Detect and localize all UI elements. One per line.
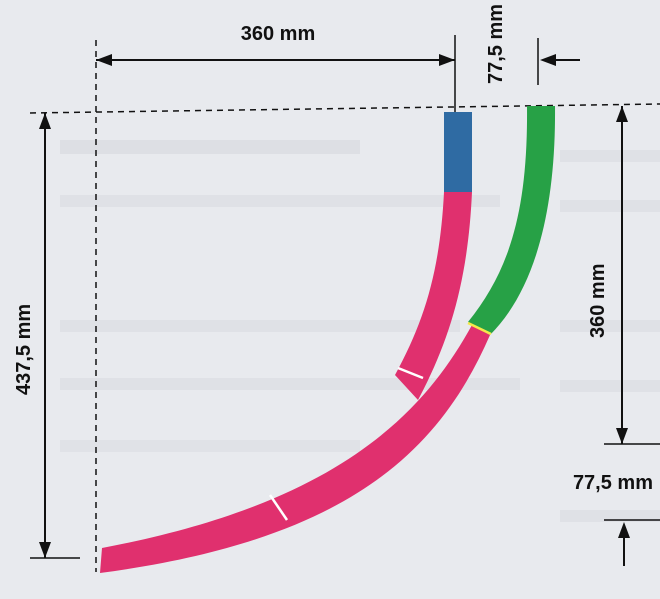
pink-track-outer — [100, 325, 490, 573]
pink-track-inner — [395, 192, 472, 400]
dimension-top-gap: 77,5 mm — [485, 4, 580, 85]
label-top-width: 360 mm — [241, 23, 316, 45]
label-top-gap: 77,5 mm — [485, 4, 507, 84]
dimension-top-width: 360 mm — [96, 23, 456, 112]
dimension-right-height: 360 mm — [587, 106, 660, 445]
label-left-height: 437,5 mm — [13, 304, 35, 395]
joint-lower — [268, 494, 289, 521]
green-track — [468, 106, 556, 335]
label-right-gap: 77,5 mm — [573, 472, 653, 494]
horizontal-reference-line — [29, 103, 660, 114]
background-texture — [60, 140, 660, 522]
joint-mid-inner — [397, 366, 424, 380]
blue-track — [444, 112, 472, 192]
dimension-left-height: 437,5 mm — [13, 113, 80, 559]
joint-green-pink — [467, 321, 492, 336]
label-right-height: 360 mm — [587, 264, 609, 339]
reference-lines — [29, 40, 660, 572]
track-joints — [268, 321, 492, 521]
dimension-right-gap: 77,5 mm — [573, 472, 660, 566]
